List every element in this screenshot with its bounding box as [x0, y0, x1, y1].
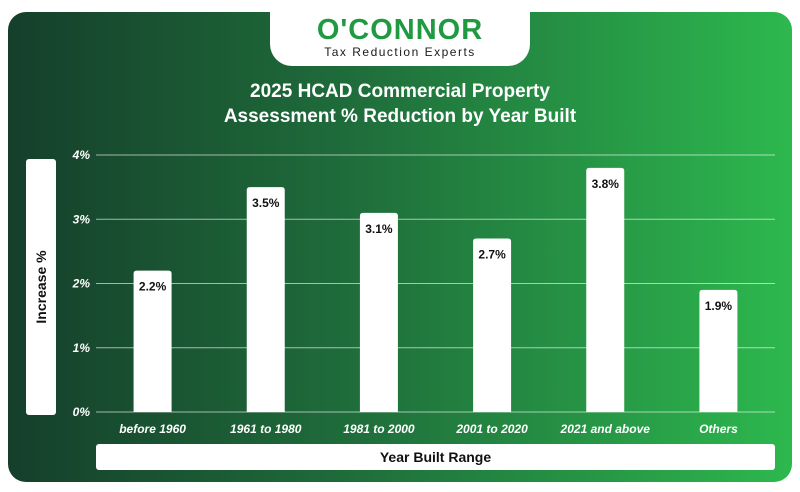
y-tick-label: 2% — [72, 277, 91, 291]
x-category-label: 1981 to 2000 — [343, 422, 415, 436]
bar — [133, 270, 172, 412]
bar-value-label: 3.8% — [592, 177, 620, 191]
bar-value-label: 3.1% — [365, 222, 393, 236]
chart-title: 2025 HCAD Commercial Property Assessment… — [8, 79, 792, 129]
bar-value-label: 3.5% — [252, 196, 280, 210]
y-tick-label: 0% — [73, 405, 91, 419]
bar-value-label: 2.7% — [478, 248, 506, 262]
y-tick-label: 4% — [72, 148, 91, 162]
chart-title-line1: 2025 HCAD Commercial Property — [250, 81, 550, 102]
logo-tagline: Tax Reduction Experts — [324, 45, 476, 59]
bar-chart-plot: 0% 1% 2% 3% 4% 2.2% before 1960 3.5% 1961 to 19… — [72, 148, 775, 436]
bar — [699, 289, 738, 412]
bar — [586, 167, 625, 412]
x-category-label: 2021 and above — [560, 422, 651, 436]
chart-title-line2: Assessment % Reduction by Year Built — [223, 106, 577, 127]
x-category-label: before 1960 — [119, 422, 186, 436]
bar — [359, 212, 398, 412]
x-category-label: 2001 to 2020 — [455, 422, 528, 436]
x-axis-label: Year Built Range — [96, 444, 775, 470]
bar-value-label: 1.9% — [705, 299, 733, 313]
x-category-label: 1961 to 1980 — [230, 422, 302, 436]
bar — [473, 238, 512, 412]
logo-name: O'CONNOR — [316, 14, 484, 46]
y-tick-label: 3% — [73, 212, 91, 226]
bar — [246, 187, 285, 412]
y-axis-label-box: Increase % — [26, 159, 56, 415]
chart-card: O'CONNOR Tax Reduction Experts 2025 HCAD… — [8, 12, 792, 482]
x-category-label: Others — [699, 422, 738, 436]
bar-value-label: 2.2% — [139, 280, 167, 294]
logo-tab: O'CONNOR Tax Reduction Experts — [270, 12, 530, 66]
y-tick-label: 1% — [73, 341, 91, 355]
